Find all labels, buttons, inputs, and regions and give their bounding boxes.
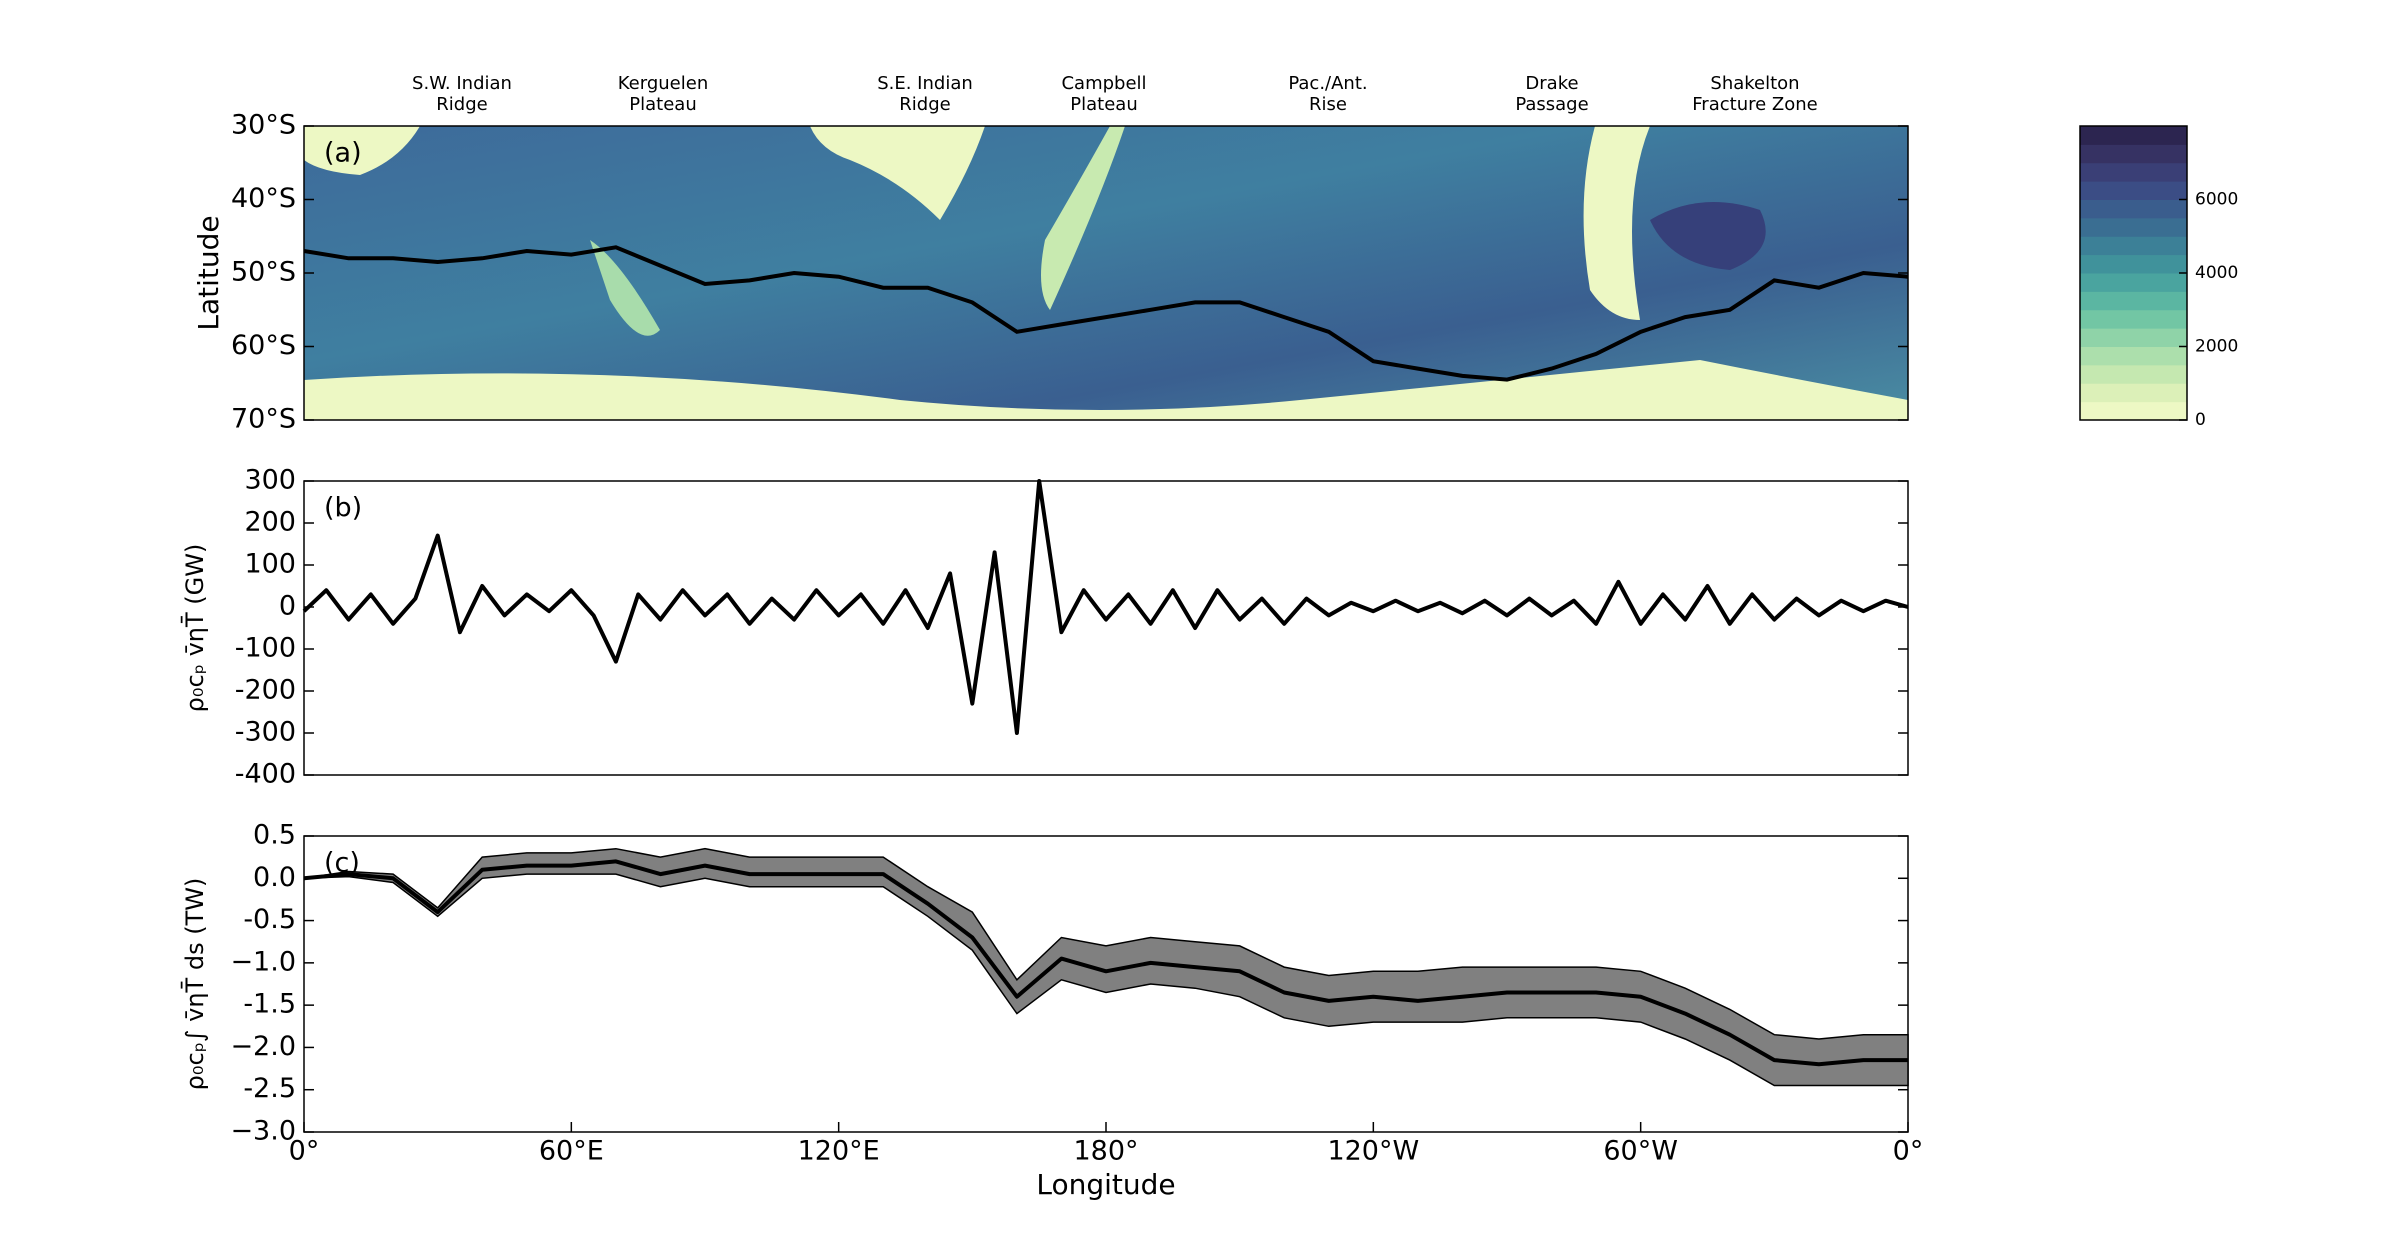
annotation: Ridge xyxy=(899,94,950,115)
y-tick-label: 0.0 xyxy=(253,862,296,893)
y-tick-label: −1.0 xyxy=(230,946,296,977)
annotation: Ridge xyxy=(436,94,487,115)
y-tick-label: -200 xyxy=(235,675,296,706)
x-tick-label: 120°E xyxy=(798,1136,880,1167)
annotation: Drake xyxy=(1525,73,1578,94)
annotation: Kerguelen xyxy=(618,73,708,94)
annotation: Campbell xyxy=(1061,73,1146,94)
colorbar-swatch xyxy=(2080,144,2187,164)
y-tick-label: 60°S xyxy=(231,330,296,361)
data-line xyxy=(303,859,1908,1067)
colorbar-tick-label: 6000 xyxy=(2195,190,2238,210)
x-tick-label: 0° xyxy=(289,1136,320,1167)
colorbar-swatch xyxy=(2080,162,2187,182)
colorbar-swatch xyxy=(2080,181,2187,200)
y-tick-label: 70°S xyxy=(231,404,296,435)
annotation: Plateau xyxy=(629,94,696,115)
y-tick-label: -2.5 xyxy=(243,1073,296,1104)
y-tick-label: -0.5 xyxy=(243,904,296,935)
y-tick-label: 40°S xyxy=(231,183,296,214)
annotation: S.E. Indian xyxy=(877,73,973,94)
colorbar-swatch xyxy=(2080,199,2187,219)
colorbar-swatch xyxy=(2080,328,2187,347)
colorbar-tick-label: 0 xyxy=(2195,410,2206,430)
y-tick-label: 0 xyxy=(279,591,296,622)
x-tick-label: 120°W xyxy=(1327,1136,1419,1167)
y-axis-label: ρ₀cₚ∫ v̄ηT̄ ds (TW) xyxy=(180,878,209,1091)
x-tick-label: 60°E xyxy=(539,1136,604,1167)
y-tick-label: −2.0 xyxy=(230,1031,296,1062)
x-tick-label: 0° xyxy=(1893,1136,1924,1167)
y-tick-label: −3.0 xyxy=(230,1116,296,1147)
colorbar-swatch xyxy=(2080,383,2187,403)
colorbar-swatch xyxy=(2080,236,2187,256)
y-tick-label: 100 xyxy=(244,549,296,580)
bathymetry-map xyxy=(304,126,1908,420)
colorbar-swatch xyxy=(2080,291,2187,311)
y-tick-label: -300 xyxy=(235,717,296,748)
panel-label: (a) xyxy=(324,138,362,169)
colorbar-tick-label: 2000 xyxy=(2195,337,2238,357)
y-tick-label: 300 xyxy=(244,465,296,496)
annotation: Shakelton xyxy=(1710,73,1799,94)
axes-frame xyxy=(303,480,1909,776)
y-axis-label: ρ₀cₚ v̄ηT̄ (GW) xyxy=(180,544,209,713)
colorbar-swatch xyxy=(2080,346,2187,366)
x-tick-label: 60°W xyxy=(1603,1136,1678,1167)
y-tick-label: -1.5 xyxy=(243,989,296,1020)
x-tick-label: 180° xyxy=(1073,1136,1138,1167)
colorbar-swatch xyxy=(2080,254,2187,274)
annotation: S.W. Indian xyxy=(412,73,512,94)
colorbar-swatch xyxy=(2080,126,2187,145)
y-tick-label: -400 xyxy=(235,759,296,790)
annotation: Pac./Ant. xyxy=(1288,73,1367,94)
y-tick-label: -100 xyxy=(235,633,296,664)
data-line xyxy=(302,479,1909,735)
colorbar-swatch xyxy=(2080,401,2187,421)
y-axis-label: Latitude xyxy=(192,215,225,330)
annotation: Passage xyxy=(1515,94,1588,115)
annotation: Rise xyxy=(1309,94,1347,115)
annotation: Plateau xyxy=(1070,94,1137,115)
colorbar-swatch xyxy=(2080,217,2187,237)
colorbar-swatch xyxy=(2080,364,2187,384)
y-tick-label: 200 xyxy=(244,507,296,538)
y-tick-label: 50°S xyxy=(231,257,296,288)
uncertainty-band xyxy=(303,847,1909,1087)
panel-label: (b) xyxy=(324,493,362,524)
front-line xyxy=(303,245,1909,382)
y-tick-label: 0.5 xyxy=(253,820,296,851)
colorbar-swatch xyxy=(2080,309,2187,329)
colorbar-swatch xyxy=(2080,273,2187,292)
annotation: Fracture Zone xyxy=(1692,94,1817,115)
colorbar-tick-label: 4000 xyxy=(2195,263,2238,283)
y-tick-label: 30°S xyxy=(231,110,296,141)
x-axis-label: Longitude xyxy=(1036,1168,1175,1201)
